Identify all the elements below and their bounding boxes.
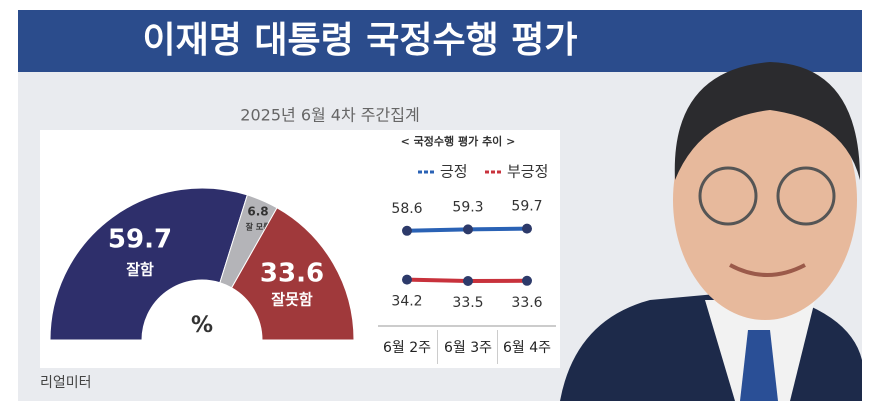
chart-subtitle: < 국정수행 평가 추이 > bbox=[401, 134, 516, 148]
category-label: 잘함 bbox=[126, 261, 154, 279]
legend-label: 부긍정 bbox=[507, 163, 548, 181]
infographic: 이재명 대통령 국정수행 평가 2025년 6월 4차 주간집계 리얼미터 59… bbox=[0, 0, 892, 401]
x-tick-label: 6월 4주 bbox=[503, 340, 551, 356]
value-label: 59.7 bbox=[511, 199, 542, 215]
value-label: 33.6 bbox=[260, 259, 324, 289]
value-label: 59.7 bbox=[108, 225, 172, 255]
value-label: 33.5 bbox=[452, 295, 483, 311]
value-label: 58.6 bbox=[391, 201, 422, 217]
data-point bbox=[463, 224, 473, 234]
source: 리얼미터 bbox=[40, 375, 92, 391]
data-point bbox=[522, 224, 532, 234]
title: 이재명 대통령 국정수행 평가 bbox=[142, 20, 577, 61]
value-label: 59.3 bbox=[452, 199, 483, 215]
x-tick-label: 6월 2주 bbox=[383, 340, 431, 356]
x-tick-label: 6월 3주 bbox=[444, 340, 492, 356]
value-label: 33.6 bbox=[511, 295, 542, 311]
legend-label: 긍정 bbox=[440, 163, 468, 181]
data-point bbox=[522, 276, 532, 286]
data-point bbox=[402, 226, 412, 236]
value-label: 34.2 bbox=[391, 294, 422, 310]
category-label: 잘못함 bbox=[271, 291, 313, 309]
data-point bbox=[463, 276, 473, 286]
data-point bbox=[402, 275, 412, 285]
value-label: 6.8 bbox=[247, 205, 268, 219]
subtitle: 2025년 6월 4차 주간집계 bbox=[240, 106, 419, 125]
unit-label: % bbox=[191, 313, 213, 338]
